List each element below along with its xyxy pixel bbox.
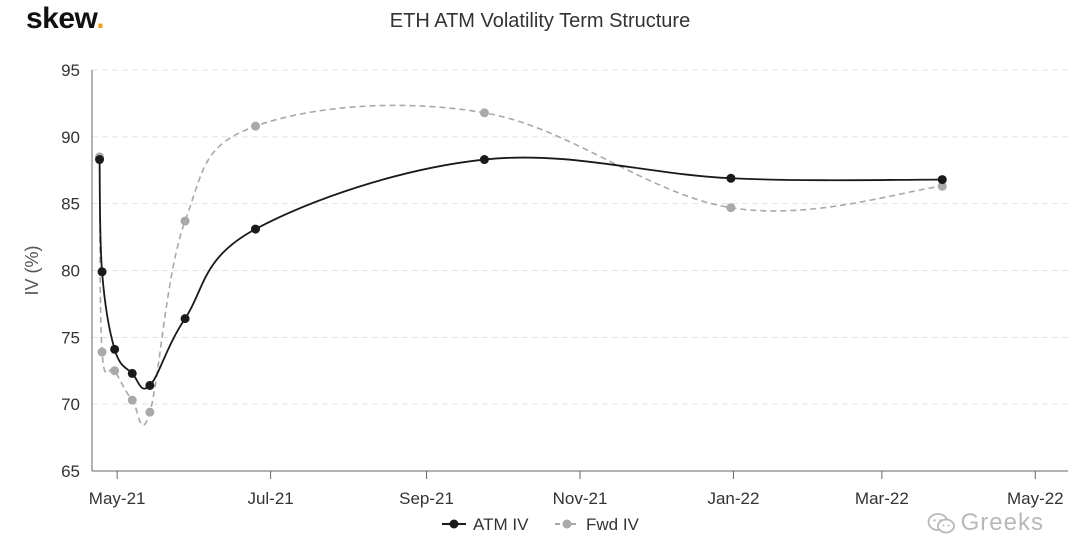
wechat-icon	[927, 512, 955, 534]
point-fwd-iv-8	[726, 203, 736, 213]
point-fwd-iv-7	[479, 108, 489, 118]
y-tick-label-75: 75	[61, 328, 80, 347]
point-atm-iv-9	[937, 175, 947, 185]
x-tick-label-1: Jul-21	[247, 489, 293, 508]
point-fwd-iv-6	[251, 121, 261, 131]
x-tick-label-5: Mar-22	[855, 489, 909, 508]
brand-name: skew	[26, 2, 97, 35]
y-tick-label-90: 90	[61, 128, 80, 147]
point-atm-iv-1	[97, 267, 107, 277]
watermark-text: Greeks	[960, 509, 1044, 536]
x-tick-label-2: Sep-21	[399, 489, 454, 508]
series-line-fwd-iv	[98, 104, 943, 426]
skew-logo: skew.	[26, 2, 105, 36]
point-atm-iv-7	[479, 155, 489, 165]
x-tick-label-6: May-22	[1007, 489, 1064, 508]
point-fwd-iv-2	[110, 366, 120, 376]
y-tick-label-95: 95	[61, 61, 80, 80]
point-atm-iv-6	[251, 224, 261, 234]
point-fwd-iv-9	[937, 181, 947, 191]
legend-label-fwd-iv: Fwd IV	[586, 515, 640, 534]
point-fwd-iv-3	[127, 395, 137, 405]
x-tick-label-0: May-21	[89, 489, 146, 508]
series-layer	[95, 104, 947, 426]
chart-title: ETH ATM Volatility Term Structure	[389, 10, 691, 32]
point-atm-iv-8	[726, 173, 736, 183]
y-tick-label-70: 70	[61, 395, 80, 414]
x-tick-label-4: Jan-22	[707, 489, 759, 508]
legend-label-atm-iv: ATM IV	[473, 515, 529, 534]
y-tick-label-85: 85	[61, 195, 80, 214]
brand-dot: .	[96, 2, 105, 35]
legend-swatch-dot-atm-iv	[449, 519, 459, 529]
legend-item-fwd-iv[interactable]: Fwd IV	[555, 515, 640, 534]
point-atm-iv-4	[145, 380, 155, 390]
watermark: Greeks	[927, 509, 1044, 537]
series-line-atm-iv	[98, 156, 943, 390]
point-fwd-iv-5	[180, 216, 190, 226]
x-tick-label-3: Nov-21	[553, 489, 608, 508]
y-tick-label-65: 65	[61, 462, 80, 481]
point-atm-iv-3	[127, 368, 137, 378]
legend-item-atm-iv[interactable]: ATM IV	[442, 515, 529, 534]
point-fwd-iv-1	[97, 347, 107, 357]
grid-layer	[92, 69, 1068, 405]
legend-swatch-dot-fwd-iv	[562, 519, 572, 529]
y-tick-label-80: 80	[61, 262, 80, 281]
point-atm-iv-0	[95, 155, 105, 165]
point-atm-iv-2	[110, 344, 120, 354]
point-fwd-iv-4	[145, 407, 155, 417]
point-atm-iv-5	[180, 314, 190, 324]
y-axis-label: IV (%)	[22, 245, 42, 295]
axis-layer: 65 70 75 80 85 90 95 IV (%) May-21 Jul-21 Sep-21 No…	[22, 61, 1068, 508]
legend[interactable]: ATM IV Fwd IV	[442, 515, 640, 534]
